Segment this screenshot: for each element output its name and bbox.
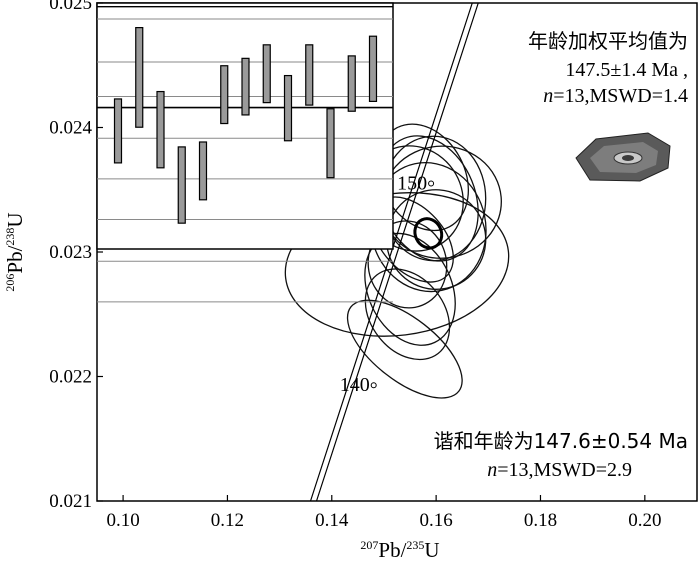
error-ellipse-7	[364, 268, 451, 361]
weighted-mean-title: 年龄加权平均值为	[528, 29, 688, 53]
inset-age-bar-4	[198, 141, 208, 201]
x-axis-title: 207Pb/235U	[360, 538, 439, 562]
weighted-mean-inset	[96, 2, 394, 303]
weighted-mean-age: 147.5±1.4 Ma ,	[565, 59, 688, 81]
mean-error-ellipse	[413, 217, 444, 250]
concordia-age-marker-1	[428, 180, 435, 187]
inset-age-bar-8	[283, 74, 293, 142]
y-tick-label-3: 0.024	[49, 118, 92, 139]
x-tick-label-1: 0.12	[211, 510, 244, 531]
inset-age-bar-10	[326, 108, 335, 179]
inset-age-bar-6	[241, 57, 250, 116]
y-tick-label-0: 0.021	[49, 491, 92, 512]
concordia-age-stats: n=13,MSWD=2.9	[487, 459, 632, 481]
y-tick-label-4: 0.025	[49, 0, 92, 14]
inset-age-bar-11	[347, 55, 356, 112]
x-tick-label-0: 0.10	[106, 510, 139, 531]
concordia-age-label-1: 150	[397, 173, 427, 195]
concordia-age-label-0: 140	[340, 374, 370, 396]
y-axis-title: 206Pb/238U	[3, 212, 27, 291]
x-tick-label-4: 0.18	[524, 510, 557, 531]
y-tick-label-2: 0.023	[49, 242, 92, 263]
concordia-line-right	[315, 2, 479, 502]
mean-ellipse	[413, 217, 444, 250]
concordia-curve	[309, 2, 479, 502]
error-ellipse-4	[380, 135, 487, 262]
concordia-age-labels: 140 150	[340, 173, 435, 396]
concordia-age-marker-0	[370, 382, 377, 389]
x-tick-label-2: 0.14	[315, 510, 349, 531]
zircon-cl-image	[575, 132, 671, 182]
x-axis-ticks: 0.10 0.12 0.14 0.16 0.18 0.20	[106, 495, 661, 531]
inset-background	[96, 2, 394, 250]
concordia-age-title: 谐和年龄为147.6±0.54 Ma	[434, 429, 688, 453]
inset-age-bar-0	[113, 98, 123, 164]
inset-age-bar-2	[156, 90, 165, 169]
weighted-mean-stats: n=13,MSWD=1.4	[543, 85, 688, 107]
inset-age-bar-9	[305, 44, 314, 106]
x-tick-label-3: 0.16	[420, 510, 453, 531]
error-ellipse-10	[385, 189, 487, 290]
y-axis-ticks: 0.021 0.022 0.023 0.024 0.025	[49, 0, 103, 512]
inset-age-bar-7	[262, 44, 271, 104]
inset-age-bar-12	[368, 35, 378, 103]
inset-age-bars	[113, 27, 378, 224]
inset-age-bar-5	[220, 65, 229, 125]
concordia-line-left	[309, 2, 473, 502]
error-ellipse-6	[346, 299, 463, 399]
inset-age-bar-1	[135, 27, 144, 128]
inset-age-bar-3	[177, 146, 186, 224]
y-tick-label-1: 0.022	[49, 367, 92, 388]
x-tick-label-5: 0.20	[628, 510, 661, 531]
